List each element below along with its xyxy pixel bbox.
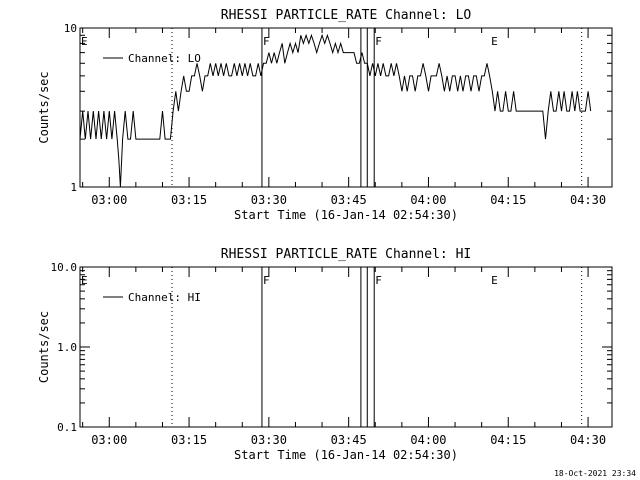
x-tick-label: 03:45 — [331, 433, 367, 447]
footer-timestamp: 18-Oct-2021 23:34 — [554, 469, 636, 478]
chart-hi: RHESSI PARTICLE_RATE Channel: HI Counts/s… — [37, 247, 613, 462]
x-axis-label: Start Time (16-Jan-14 02:54:30) — [234, 208, 458, 222]
y-tick-label: 1.0 — [57, 341, 77, 354]
event-marker: F — [263, 274, 270, 287]
chart-title: RHESSI PARTICLE_RATE Channel: LO — [221, 8, 472, 23]
y-axis-label: Counts/sec — [37, 71, 51, 143]
legend-label: Channel: LO — [128, 52, 201, 65]
chart-title: RHESSI PARTICLE_RATE Channel: HI — [221, 247, 471, 262]
x-tick-label: 03:15 — [171, 433, 207, 447]
event-marker: E — [491, 274, 498, 287]
x-tick-label: 03:30 — [251, 433, 287, 447]
y-tick-label: 1 — [70, 181, 77, 194]
plot-frame — [79, 27, 613, 188]
y-axis-label: Counts/sec — [37, 311, 51, 383]
legend-label: Channel: HI — [128, 291, 201, 304]
x-tick-label: 04:15 — [490, 193, 526, 207]
x-tick-label: 03:00 — [91, 433, 127, 447]
x-tick-label: 03:30 — [251, 193, 287, 207]
x-tick-label: 04:00 — [410, 433, 446, 447]
event-marker: E — [81, 274, 88, 287]
event-marker: F — [263, 35, 270, 48]
x-tick-label: 04:15 — [490, 433, 526, 447]
event-marker: E — [81, 35, 88, 48]
event-marker: E — [491, 35, 498, 48]
y-tick-label: 10 — [64, 22, 77, 35]
series-line — [79, 33, 592, 188]
x-tick-label: 04:30 — [570, 433, 606, 447]
x-tick-label: 04:30 — [570, 193, 606, 207]
chart-lo: RHESSI PARTICLE_RATE Channel: LO Counts/s… — [37, 8, 613, 222]
event-marker: F — [375, 35, 382, 48]
event-marker: F — [375, 274, 382, 287]
x-tick-label: 03:00 — [91, 193, 127, 207]
y-tick-label: 0.1 — [57, 421, 77, 434]
y-tick-label: 10.0 — [51, 261, 78, 274]
x-tick-label: 03:15 — [171, 193, 207, 207]
x-tick-label: 03:45 — [331, 193, 367, 207]
x-axis-label: Start Time (16-Jan-14 02:54:30) — [234, 448, 458, 462]
x-tick-label: 04:00 — [410, 193, 446, 207]
